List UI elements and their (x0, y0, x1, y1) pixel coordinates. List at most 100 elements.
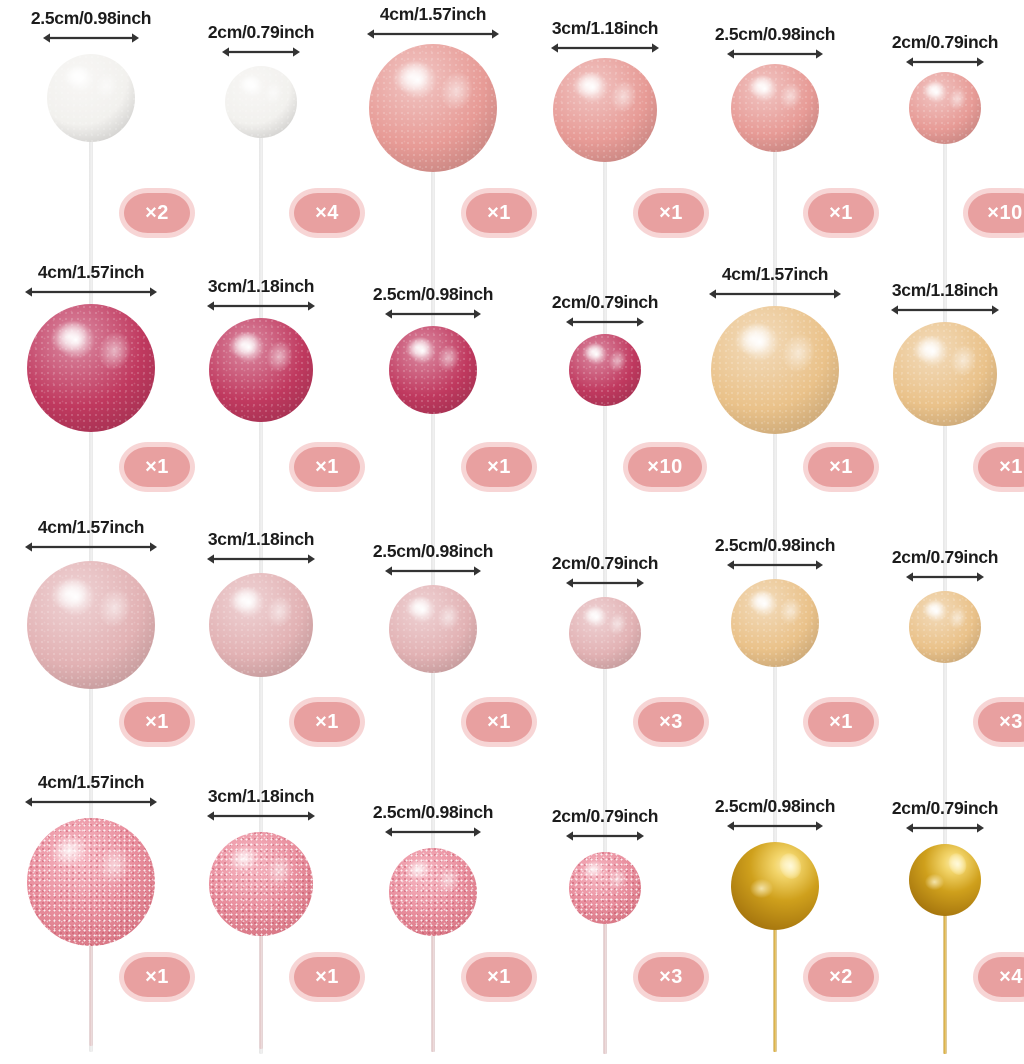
quantity-badge: ×3 (638, 957, 704, 997)
pearl-speckle-texture (909, 591, 981, 663)
quantity-badge-label: ×1 (145, 710, 169, 733)
topper-stick (259, 921, 263, 1050)
quantity-badge-label: ×3 (999, 710, 1023, 733)
size-label: 2.5cm/0.98inch (372, 284, 494, 304)
quantity-badge-label: ×4 (999, 965, 1023, 988)
balloon-ball (553, 58, 657, 162)
balloon-topper-size-chart: 2.5cm/0.98inch ×2 2cm/0.79inch ×4 4cm/1.57in… (25, 4, 1024, 1054)
size-label: 2.5cm/0.98inch (714, 796, 836, 816)
pearl-speckle-texture (225, 66, 297, 138)
size-label: 2.5cm/0.98inch (372, 541, 494, 561)
size-label: 2.5cm/0.98inch (372, 802, 494, 822)
size-label: 3cm/1.18inch (207, 529, 315, 549)
specular-highlight (908, 330, 947, 366)
quantity-badge: ×1 (294, 447, 360, 487)
size-label: 4cm/1.57inch (37, 517, 145, 537)
pearl-speckle-texture (27, 304, 155, 432)
quantity-badge: ×3 (638, 702, 704, 742)
dimension-arrow-icon (727, 820, 823, 832)
pearl-speckle-texture (389, 326, 477, 414)
quantity-badge-label: ×1 (315, 455, 339, 478)
quantity-badge: ×1 (294, 702, 360, 742)
balloon-ball (893, 322, 997, 426)
quantity-badge-label: ×2 (829, 965, 853, 988)
dimension-arrow-icon (25, 796, 157, 808)
dimension-arrow-icon (367, 28, 499, 40)
balloon-ball (47, 54, 135, 142)
size-label: 2cm/0.79inch (891, 798, 999, 818)
topper-stick (431, 923, 435, 1052)
quantity-badge-label: ×1 (487, 455, 511, 478)
dimension-arrow-icon (43, 32, 139, 44)
quantity-badge-label: ×1 (487, 965, 511, 988)
size-label: 2.5cm/0.98inch (714, 535, 836, 555)
pearl-speckle-texture (209, 318, 313, 422)
dimension-arrow-icon (566, 316, 644, 328)
quantity-badge: ×1 (466, 957, 532, 997)
dimension-arrow-icon (25, 286, 157, 298)
specular-highlight (224, 840, 263, 876)
quantity-badge: ×2 (124, 193, 190, 233)
quantity-badge: ×10 (968, 193, 1024, 233)
size-label: 3cm/1.18inch (207, 786, 315, 806)
size-label: 2cm/0.79inch (891, 32, 999, 52)
balloon-ball (27, 304, 155, 432)
dimension-arrow-icon (207, 300, 315, 312)
specular-highlight (224, 581, 263, 617)
secondary-highlight (94, 329, 134, 374)
pearl-speckle-texture (909, 72, 981, 144)
quantity-badge-label: ×1 (999, 455, 1023, 478)
quantity-badge: ×1 (808, 193, 874, 233)
secondary-highlight (435, 343, 463, 374)
specular-highlight (919, 596, 946, 622)
quantity-badge-label: ×3 (659, 965, 683, 988)
size-label: 4cm/1.57inch (379, 4, 487, 24)
quantity-badge: ×1 (638, 193, 704, 233)
quantity-badge-label: ×10 (987, 201, 1023, 224)
size-label: 3cm/1.18inch (551, 18, 659, 38)
quantity-badge: ×4 (294, 193, 360, 233)
secondary-highlight (924, 874, 944, 891)
quantity-badge-label: ×1 (487, 710, 511, 733)
balloon-ball (27, 818, 155, 946)
balloon-ball (389, 848, 477, 936)
secondary-highlight (750, 878, 774, 899)
balloon-ball (369, 44, 497, 172)
quantity-badge-label: ×1 (145, 965, 169, 988)
specular-highlight (946, 850, 970, 877)
balloon-ball (909, 72, 981, 144)
dimension-arrow-icon (25, 541, 157, 553)
specular-highlight (743, 71, 777, 101)
dimension-arrow-icon (207, 553, 315, 565)
balloon-ball (209, 573, 313, 677)
secondary-highlight (777, 81, 805, 112)
secondary-highlight (946, 86, 969, 112)
size-label: 2cm/0.79inch (551, 553, 659, 573)
balloon-ball (569, 597, 641, 669)
dimension-arrow-icon (385, 308, 481, 320)
balloon-ball (225, 66, 297, 138)
balloon-ball (569, 334, 641, 406)
glitter-texture (569, 852, 641, 924)
secondary-highlight (262, 80, 285, 106)
secondary-highlight (94, 586, 134, 631)
pearl-speckle-texture (711, 306, 839, 434)
size-label: 3cm/1.18inch (207, 276, 315, 296)
quantity-badge: ×1 (978, 447, 1024, 487)
pearl-speckle-texture (27, 561, 155, 689)
balloon-ball (909, 844, 981, 916)
quantity-badge-label: ×3 (659, 710, 683, 733)
dimension-arrow-icon (891, 304, 999, 316)
balloon-topper (569, 852, 641, 1064)
specular-highlight (776, 849, 805, 882)
quantity-badge-label: ×1 (315, 710, 339, 733)
dimension-arrow-icon (222, 46, 300, 58)
quantity-badge: ×10 (628, 447, 702, 487)
quantity-badge-label: ×10 (647, 455, 683, 478)
dimension-arrow-icon (906, 822, 984, 834)
secondary-highlight (946, 605, 969, 631)
secondary-highlight (606, 611, 629, 637)
secondary-highlight (263, 593, 296, 630)
dimension-arrow-icon (385, 826, 481, 838)
quantity-badge: ×1 (124, 957, 190, 997)
